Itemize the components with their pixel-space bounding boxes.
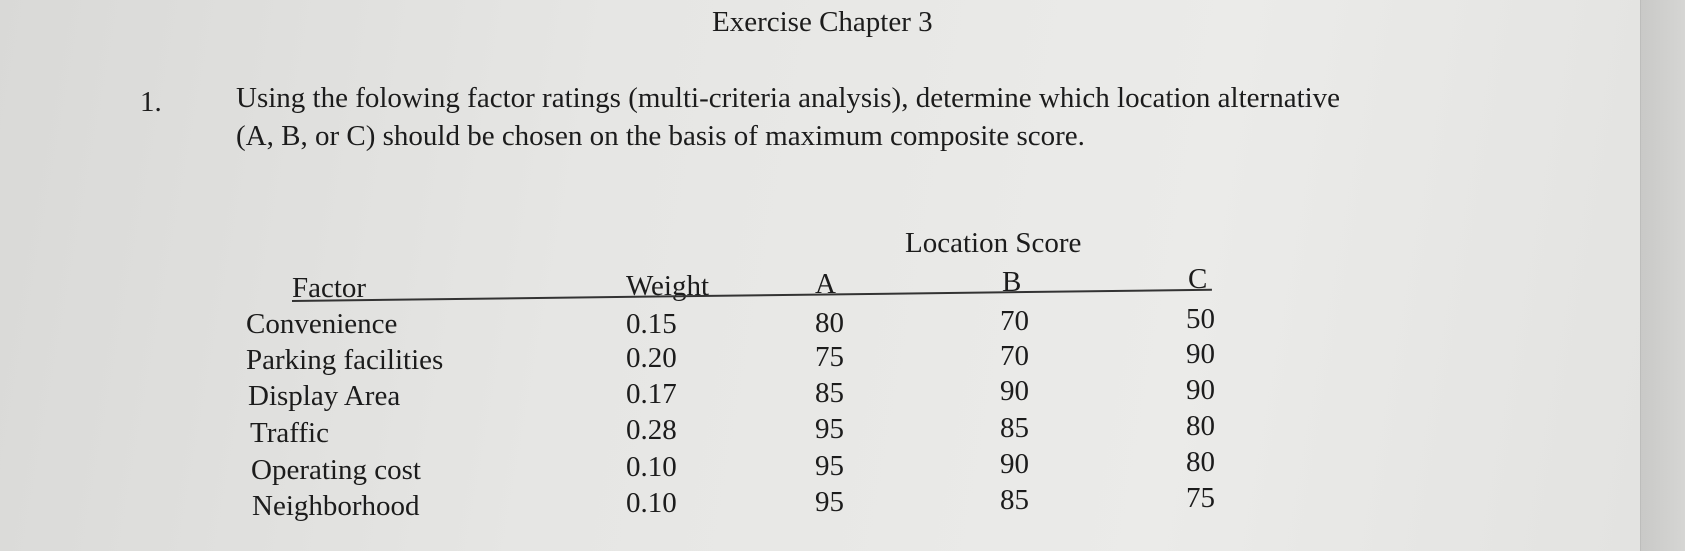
table-row: Display Area 0.17 85 90 90 (0, 374, 1640, 416)
score-b-cell: 70 (1000, 305, 1029, 337)
score-b-cell: 85 (1000, 484, 1029, 516)
page-edge (1640, 0, 1685, 551)
score-b-cell: 85 (1000, 412, 1029, 444)
factor-cell: Parking facilities (246, 344, 444, 376)
score-a-cell: 95 (815, 450, 844, 482)
column-header-b: B (1002, 266, 1022, 298)
question-text-line-2: (A, B, or C) should be chosen on the bas… (236, 120, 1085, 152)
score-b-cell: 70 (1000, 340, 1029, 372)
score-c-cell: 50 (1186, 303, 1215, 335)
factor-cell: Display Area (248, 380, 401, 412)
score-a-cell: 85 (815, 377, 844, 409)
weight-cell: 0.10 (626, 451, 677, 483)
score-b-cell: 90 (1000, 448, 1029, 480)
factor-cell: Operating cost (251, 454, 421, 486)
score-c-cell: 90 (1186, 374, 1215, 406)
score-a-cell: 95 (815, 413, 844, 445)
weight-cell: 0.10 (626, 487, 677, 519)
column-header-weight: Weight (626, 270, 710, 302)
weight-cell: 0.17 (626, 378, 677, 410)
score-a-cell: 75 (815, 341, 844, 373)
factor-cell: Neighborhood (252, 490, 420, 522)
factor-cell: Traffic (250, 417, 329, 449)
table-row: Convenience 0.15 80 70 50 (0, 303, 1640, 344)
location-score-header: Location Score (905, 227, 1082, 259)
factor-cell: Convenience (246, 308, 398, 340)
table-row: Parking facilities 0.20 75 70 90 (0, 338, 1640, 380)
header-rule (291, 288, 1212, 302)
score-c-cell: 90 (1186, 338, 1215, 370)
table-row: Traffic 0.28 95 85 80 (0, 410, 1640, 453)
column-header-c: C (1188, 263, 1208, 295)
score-a-cell: 95 (815, 486, 844, 518)
question-number: 1. (140, 86, 162, 118)
table-row: Operating cost 0.10 95 90 80 (0, 446, 1640, 490)
weight-cell: 0.20 (626, 342, 677, 374)
question-text-line-1: Using the folowing factor ratings (multi… (236, 82, 1341, 114)
weight-cell: 0.15 (626, 308, 677, 340)
score-c-cell: 80 (1186, 446, 1215, 478)
table-row: Neighborhood 0.10 95 85 75 (0, 482, 1640, 526)
document-title: Exercise Chapter 3 (712, 6, 933, 38)
score-a-cell: 80 (815, 307, 844, 339)
column-header-a: A (815, 268, 836, 300)
column-header-factor: Factor (292, 272, 367, 304)
score-c-cell: 75 (1186, 482, 1215, 514)
score-b-cell: 90 (1000, 375, 1029, 407)
weight-cell: 0.28 (626, 414, 677, 446)
score-c-cell: 80 (1186, 410, 1215, 442)
